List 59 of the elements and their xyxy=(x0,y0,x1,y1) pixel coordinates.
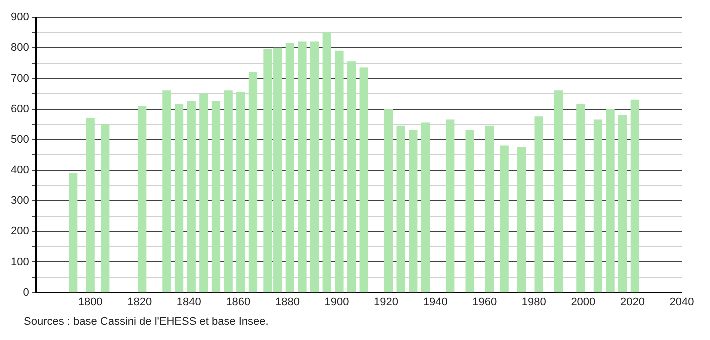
y-tick-label: 400 xyxy=(10,164,30,177)
bar xyxy=(162,90,172,293)
y-tick-label: 300 xyxy=(10,195,30,208)
y-tick-label: 700 xyxy=(10,72,30,85)
bar xyxy=(298,42,307,293)
bar xyxy=(360,68,368,293)
x-tick-label: 2040 xyxy=(670,296,694,308)
bar xyxy=(618,115,628,293)
y-tick-label: 200 xyxy=(10,226,30,238)
x-tick-label: 1800 xyxy=(78,296,103,308)
bar xyxy=(187,101,196,293)
bar xyxy=(174,104,184,293)
bar xyxy=(224,90,233,293)
y-tick-label: 800 xyxy=(10,42,30,54)
bar xyxy=(446,120,455,293)
bar xyxy=(594,120,603,293)
bar xyxy=(347,62,356,293)
bar xyxy=(606,109,615,293)
bar xyxy=(485,126,494,293)
bar xyxy=(200,94,208,293)
bar xyxy=(248,72,258,293)
x-tick-label: 1920 xyxy=(374,296,399,308)
bar xyxy=(101,124,110,293)
bar xyxy=(68,173,78,293)
bar xyxy=(310,42,320,293)
bar xyxy=(409,130,418,293)
bar xyxy=(236,92,246,293)
y-tick-label: 0 xyxy=(23,286,30,299)
x-tick-label: 1820 xyxy=(128,296,152,308)
bar xyxy=(466,130,474,293)
bar xyxy=(138,106,147,293)
bar xyxy=(286,43,295,293)
bar xyxy=(630,100,640,293)
x-tick-label: 1880 xyxy=(275,296,300,308)
bar xyxy=(396,126,406,293)
bar xyxy=(534,116,544,293)
x-tick-label: 1840 xyxy=(176,296,202,308)
y-tick-label: 100 xyxy=(10,256,30,268)
y-tick-label: 600 xyxy=(10,103,30,116)
x-tick-label: 1960 xyxy=(472,296,498,308)
bar xyxy=(384,109,394,293)
bar xyxy=(335,50,344,293)
x-tick-label: 2020 xyxy=(620,296,645,308)
bar xyxy=(212,101,221,293)
x-tick-label: 2000 xyxy=(571,296,596,308)
x-tick-label: 1940 xyxy=(423,296,448,308)
bar xyxy=(500,146,509,293)
y-tick-label: 500 xyxy=(10,134,30,146)
x-tick-label: 1900 xyxy=(324,296,350,308)
source-note: Sources : base Cassini de l'EHESS et base Insee. xyxy=(24,316,270,328)
bar xyxy=(322,32,332,293)
x-tick-label: 1980 xyxy=(522,296,546,308)
y-tick-label: 900 xyxy=(10,12,30,24)
bar xyxy=(576,104,586,293)
bar xyxy=(86,118,95,293)
bar xyxy=(517,147,526,293)
bar xyxy=(421,122,430,293)
bar xyxy=(554,90,564,293)
x-tick-label: 1860 xyxy=(226,296,251,308)
